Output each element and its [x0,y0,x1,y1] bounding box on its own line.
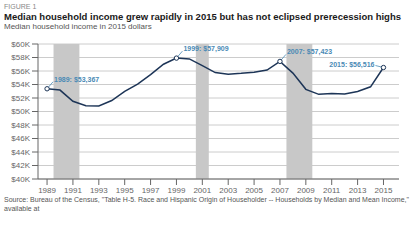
svg-text:$54K: $54K [11,80,30,89]
svg-text:2001: 2001 [193,186,211,195]
svg-text:1991: 1991 [64,186,82,195]
html-text:Median household income in 201: Median household income in 2015 dollars [4,22,152,31]
svg-text:2007: 2007 [271,186,289,195]
svg-text:1993: 1993 [90,186,108,195]
svg-text:$50K: $50K [11,107,30,116]
svg-text:1989: $53,367: 1989: $53,367 [54,76,99,84]
svg-text:$42K: $42K [11,161,30,170]
svg-text:2015: 2015 [375,186,393,195]
svg-text:$40K: $40K [11,175,30,184]
svg-text:2011: 2011 [323,186,341,195]
svg-text:1999: $57,909: 1999: $57,909 [183,45,228,53]
svg-text:2007: $57,423: 2007: $57,423 [287,48,332,56]
svg-text:$58K: $58K [11,53,30,62]
svg-text:$48K: $48K [11,121,30,130]
html-text:Source: Bureau of the Census,: Source: Bureau of the Census, "Table H-5… [4,196,409,212]
svg-text:1995: 1995 [116,186,134,195]
svg-text:1989: 1989 [38,186,56,195]
svg-text:2013: 2013 [349,186,367,195]
svg-text:$60K: $60K [11,40,30,49]
svg-text:2009: 2009 [297,186,315,195]
svg-text:1997: 1997 [142,186,160,195]
svg-text:$44K: $44K [11,148,30,157]
svg-text:1999: 1999 [168,186,186,195]
svg-text:$46K: $46K [11,134,30,143]
svg-text:2005: 2005 [245,186,263,195]
svg-text:2015: $56,516: 2015: $56,516 [329,61,374,69]
html-text:Median household income grew r: Median household income grew rapidly in … [4,11,401,22]
html-text:FIGURE 1: FIGURE 1 [4,3,37,10]
svg-text:2003: 2003 [219,186,237,195]
svg-text:$52K: $52K [11,94,30,103]
svg-text:$56K: $56K [11,67,30,76]
